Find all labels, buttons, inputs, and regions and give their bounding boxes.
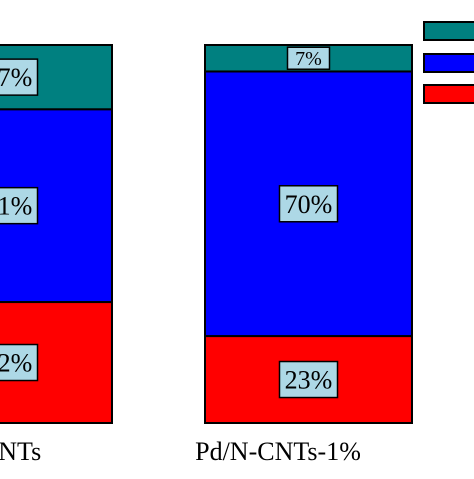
data-label-box-1-2 — [286, 46, 331, 70]
data-label-box-0-0 — [0, 343, 39, 382]
data-label-box-0-2 — [0, 58, 39, 96]
data-label-0-2: 17% — [0, 63, 32, 92]
legend-swatch-green — [423, 21, 474, 41]
data-label-1-0: 23% — [285, 366, 333, 395]
data-label-1-2: 7% — [295, 48, 322, 70]
data-label-0-0: 32% — [0, 349, 32, 378]
data-label-1-1: 70% — [285, 190, 333, 219]
data-label-0-1: 51% — [0, 192, 32, 221]
data-label-box-1-1 — [278, 185, 339, 223]
x-tick-label-0: Pd/N-CNTs — [0, 437, 41, 466]
data-label-box-1-0 — [278, 360, 339, 399]
x-tick-label-1: Pd/N-CNTs-1% — [195, 437, 361, 466]
legend-swatch-red — [423, 84, 474, 104]
data-label-box-0-1 — [0, 186, 39, 225]
legend-swatch-blue — [423, 53, 474, 73]
